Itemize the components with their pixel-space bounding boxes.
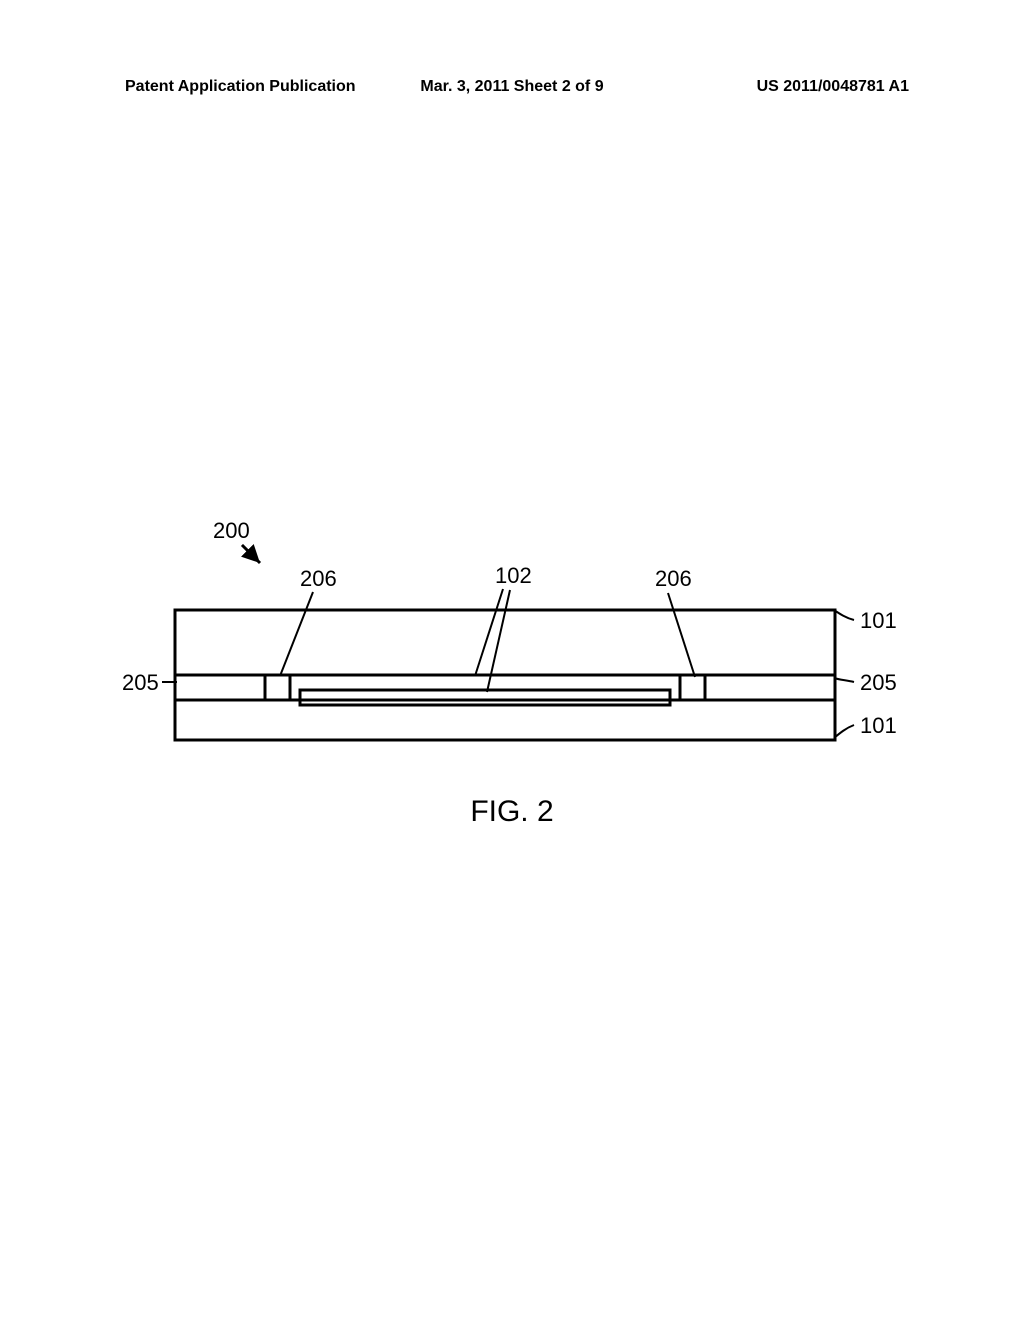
svg-text:205: 205 bbox=[122, 670, 159, 695]
figure-svg: 200 206 102 206 205 101 205 101 bbox=[0, 0, 1024, 1320]
page: Patent Application Publication Mar. 3, 2… bbox=[0, 0, 1024, 1320]
svg-text:206: 206 bbox=[655, 566, 692, 591]
svg-text:205: 205 bbox=[860, 670, 897, 695]
svg-text:101: 101 bbox=[860, 608, 897, 633]
svg-text:101: 101 bbox=[860, 713, 897, 738]
svg-text:102: 102 bbox=[495, 563, 532, 588]
figure-caption: FIG. 2 bbox=[0, 795, 1024, 829]
figure-2: 200 206 102 206 205 101 205 101 FIG. 2 bbox=[0, 0, 1024, 1320]
svg-text:206: 206 bbox=[300, 566, 337, 591]
svg-text:200: 200 bbox=[213, 518, 250, 543]
